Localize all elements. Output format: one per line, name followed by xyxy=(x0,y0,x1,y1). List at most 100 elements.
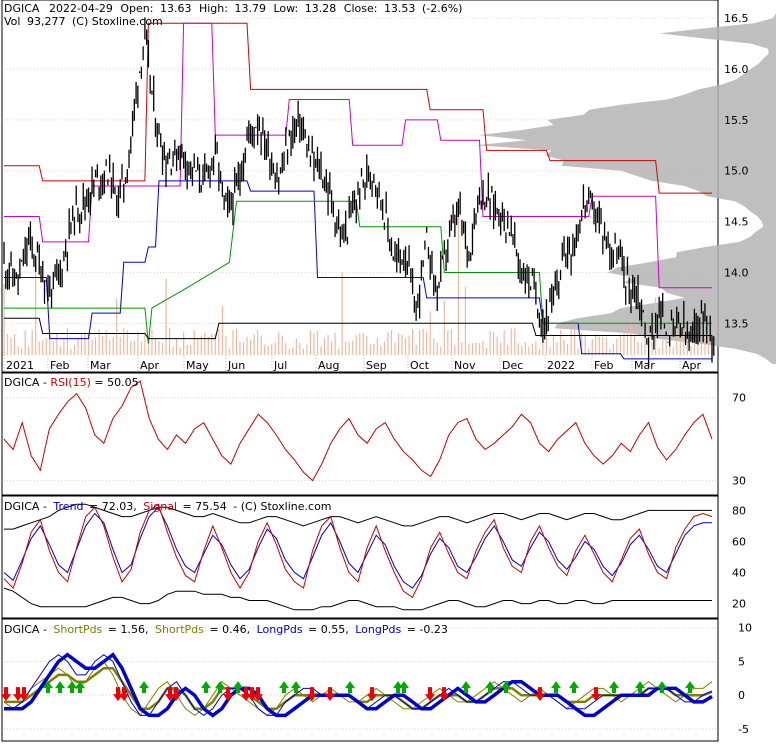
volume-profile xyxy=(475,13,776,364)
sell-arrow-icon xyxy=(591,687,601,702)
price-header: DGICA 2022-04-29 Open: 13.63 High: 13.79… xyxy=(4,2,462,15)
source-label: (C) Stoxline.com xyxy=(72,15,163,28)
buy-arrow-icon xyxy=(501,681,511,694)
sell-arrow-icon xyxy=(367,687,377,702)
x-tick-labels: 2021 Feb Mar Apr May Jun Jul Aug Sep Oct Nov Dec 202… xyxy=(6,359,702,372)
x-tick-label: Apr xyxy=(682,359,702,372)
buy-arrow-icon xyxy=(139,681,149,694)
rsi-value: 50.05 xyxy=(107,376,139,389)
sell-arrow-icon xyxy=(165,687,175,702)
trend-title-part-1: Trend xyxy=(52,500,83,513)
sell-arrow-icon xyxy=(19,687,29,702)
rsi-title: DGICA - RSI(15) = 50.05 xyxy=(4,376,139,389)
pds-y-tick: 0 xyxy=(738,689,745,702)
buy-arrow-icon xyxy=(75,681,85,694)
buy-arrow-icon xyxy=(291,681,301,694)
pds-title-part-2: = 1.56, xyxy=(108,623,149,636)
buy-arrow-icon xyxy=(393,681,403,694)
trend-y-tick: 80 xyxy=(732,504,746,517)
change-value: (-2.6%) xyxy=(422,2,463,15)
volume-profile-shape xyxy=(475,13,776,364)
buy-arrow-icon xyxy=(551,681,561,694)
vol-value: 93,277 xyxy=(27,15,66,28)
trend-y-tick: 40 xyxy=(732,567,746,580)
pds-title: DGICA - ShortPds = 1.56, ShortPds = 0.46… xyxy=(4,623,448,636)
x-tick-label: Nov xyxy=(454,359,476,372)
x-tick-label: Feb xyxy=(594,359,613,372)
buy-arrow-icon xyxy=(279,681,289,694)
rsi-indicator: RSI(15) xyxy=(50,376,90,389)
series-line xyxy=(3,506,712,589)
trend-title-part-0: DGICA - xyxy=(4,500,47,513)
buy-arrow-icon xyxy=(657,681,667,694)
pds-series xyxy=(3,652,713,718)
rsi-series xyxy=(3,380,713,482)
y-tick-labels: 16.5 16.0 15.5 15.0 14.5 14.0 13.5 70 30 80 60 40 20… xyxy=(724,12,752,736)
rsi-equals: = xyxy=(94,376,107,389)
sell-arrow-icon xyxy=(13,687,23,702)
x-tick-label: 2022 xyxy=(547,359,575,372)
sell-arrow-icon xyxy=(119,687,129,702)
sell-arrow-icon xyxy=(241,687,251,702)
stop-line xyxy=(4,317,712,340)
pds-title-part-4: = 0.46, xyxy=(209,623,250,636)
volume-line: Vol 93,277 (C) Stoxline.com xyxy=(4,15,163,28)
low-value: 13.28 xyxy=(305,2,337,15)
signal-arrows xyxy=(1,681,695,702)
rsi-panel-frame xyxy=(1,372,719,496)
price-y-tick: 15.0 xyxy=(724,165,749,178)
quote-date: 2022-04-29 xyxy=(49,2,113,15)
volume-bars xyxy=(3,205,713,355)
high-label: High: xyxy=(199,2,228,15)
sell-arrow-icon xyxy=(535,687,545,702)
rsi-y-tick: 30 xyxy=(732,475,746,488)
x-tick-label: Apr xyxy=(140,359,160,372)
pds-title-part-6: = 0.55, xyxy=(308,623,349,636)
close-value: 13.53 xyxy=(384,2,416,15)
buy-arrow-icon xyxy=(685,681,695,694)
buy-arrow-icon xyxy=(67,681,77,694)
sell-arrow-icon xyxy=(439,687,449,702)
ticker: DGICA xyxy=(4,2,40,15)
price-y-tick: 16.5 xyxy=(724,12,749,25)
trend-envelope xyxy=(4,503,712,530)
buy-arrow-icon xyxy=(569,681,579,694)
x-tick-label: Mar xyxy=(90,359,111,372)
price-y-tick: 14.0 xyxy=(724,266,749,279)
series-line xyxy=(3,380,713,482)
price-y-tick: 14.5 xyxy=(724,216,749,229)
sell-arrow-icon xyxy=(247,687,257,702)
sell-arrow-icon xyxy=(425,687,435,702)
x-tick-label: Feb xyxy=(50,359,69,372)
high-value: 13.79 xyxy=(234,2,266,15)
sell-arrow-icon xyxy=(113,687,123,702)
sell-arrow-icon xyxy=(307,687,317,702)
open-label: Open: xyxy=(120,2,153,15)
trend-panel-frame xyxy=(1,495,719,619)
pds-title-part-5: LongPds xyxy=(257,623,303,636)
buy-arrow-icon xyxy=(55,681,65,694)
trend-title-part-2: = 72.03, xyxy=(89,500,137,513)
trend-title-part-3: Signal xyxy=(143,500,177,513)
low-label: Low: xyxy=(273,2,298,15)
x-tick-label: Mar xyxy=(634,359,655,372)
x-tick-label: Oct xyxy=(410,359,430,372)
rsi-dash: - xyxy=(43,376,50,389)
x-tick-label: 2021 xyxy=(6,359,34,372)
pds-panel-frame xyxy=(1,618,719,742)
trend-signal-series xyxy=(3,503,713,611)
pds-title-part-8: = -0.23 xyxy=(407,623,448,636)
stop-line xyxy=(4,180,712,360)
open-value: 13.63 xyxy=(160,2,192,15)
series-line xyxy=(3,503,713,599)
series-line xyxy=(4,652,713,718)
price-y-tick: 15.5 xyxy=(724,114,749,127)
buy-arrow-icon xyxy=(345,681,355,694)
x-tick-label: Dec xyxy=(502,359,523,372)
price-y-tick: 16.0 xyxy=(724,63,749,76)
sell-arrow-icon xyxy=(1,687,11,702)
x-tick-label: Sep xyxy=(366,359,387,372)
trend-title: DGICA - Trend = 72.03, Signal = 75.54 - … xyxy=(4,500,332,513)
buy-arrow-icon xyxy=(201,681,211,694)
